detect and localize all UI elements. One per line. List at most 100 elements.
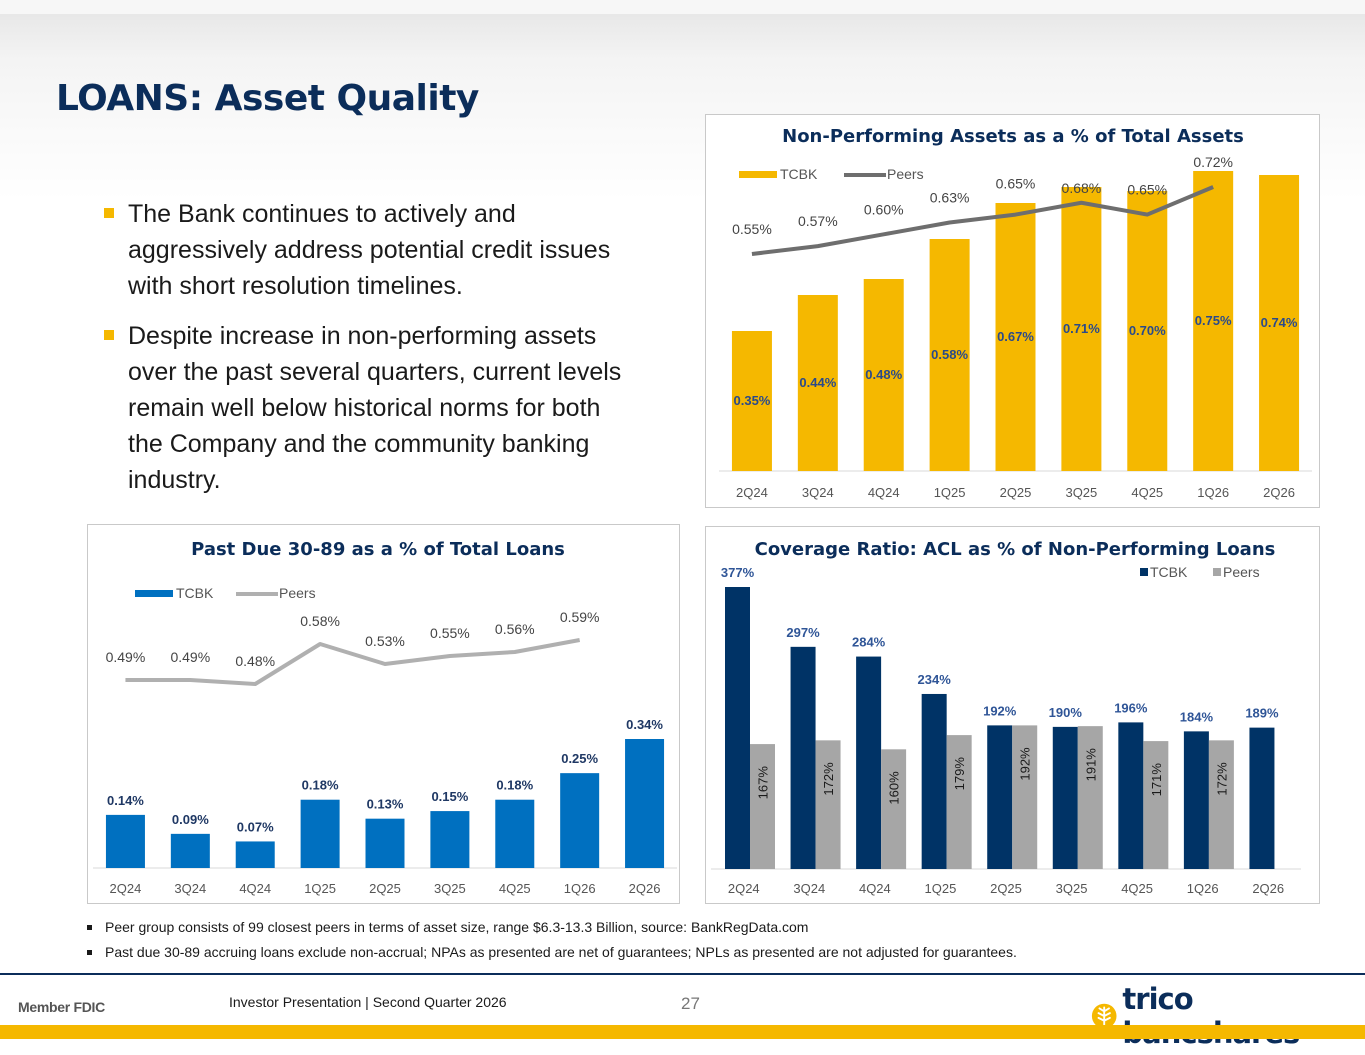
- tcbk-bar: [921, 693, 947, 869]
- tcbk-data-label: 0.34%: [626, 717, 663, 732]
- legend-peers-label: Peers: [1223, 564, 1260, 580]
- x-tick-label: 2Q24: [736, 485, 768, 500]
- tcbk-bar: [1249, 727, 1275, 869]
- peers-data-label: 179%: [952, 757, 967, 791]
- tcbk-bar: [790, 646, 816, 869]
- past-due-chart: Past Due 30-89 as a % of Total Loans TCBK…: [93, 539, 677, 896]
- footnote-text: Past due 30-89 accruing loans exclude no…: [105, 944, 1017, 960]
- tcbk-bar: [929, 239, 970, 471]
- tcbk-data-label: 189%: [1245, 706, 1279, 721]
- x-tick-label: 1Q25: [934, 485, 966, 500]
- peers-data-label: 192%: [1018, 747, 1033, 781]
- peers-data-label: 0.55%: [732, 221, 772, 237]
- peers-bar: [1012, 725, 1038, 869]
- footnote-item: Peer group consists of 99 closest peers …: [87, 915, 1287, 940]
- tcbk-data-label: 0.09%: [172, 812, 209, 827]
- peers-data-label: 0.49%: [170, 649, 210, 665]
- npa-chart-panel: Non-Performing Assets as a % of Total As…: [705, 114, 1320, 508]
- legend-tcbk-swatch: [739, 171, 777, 178]
- peers-data-label: 0.58%: [300, 613, 340, 629]
- footer-divider: [0, 973, 1365, 975]
- peers-data-label: 0.60%: [864, 201, 904, 217]
- peers-data-label: 0.63%: [930, 189, 970, 205]
- legend-peers-swatch: [1213, 568, 1221, 576]
- tcbk-bar: [995, 203, 1036, 471]
- tcbk-data-label: 284%: [852, 635, 886, 650]
- npa-chart: Non-Performing Assets as a % of Total As…: [719, 126, 1312, 500]
- legend-tcbk-label: TCBK: [1150, 564, 1188, 580]
- page-number: 27: [681, 994, 700, 1013]
- peers-data-label: 0.59%: [560, 609, 600, 625]
- company-logo: trico bancshares: [1090, 982, 1365, 1050]
- tcbk-data-label: 0.15%: [431, 789, 468, 804]
- peers-line: [125, 638, 581, 686]
- legend-tcbk-label: TCBK: [780, 166, 818, 182]
- peers-data-label: 0.49%: [106, 649, 146, 665]
- x-tick-label: 4Q25: [499, 881, 531, 896]
- bullet-square-icon: [104, 208, 114, 218]
- peers-bar: [1143, 741, 1169, 869]
- bullet-item: The Bank continues to actively and aggre…: [104, 196, 624, 304]
- peers-data-label: 0.65%: [996, 176, 1036, 192]
- tcbk-bar: [1052, 726, 1078, 869]
- page-title: LOANS: Asset Quality: [56, 78, 479, 119]
- x-tick-label: 2Q25: [369, 881, 401, 896]
- tcbk-bar: [300, 799, 340, 868]
- tcbk-bar: [560, 773, 600, 868]
- x-tick-label: 4Q25: [1121, 881, 1153, 896]
- peers-data-label: 0.55%: [430, 625, 470, 641]
- tcbk-data-label: 0.13%: [367, 797, 404, 812]
- bullet-text: The Bank continues to actively and aggre…: [128, 200, 611, 300]
- tcbk-bar: [430, 811, 470, 868]
- footnotes: Peer group consists of 99 closest peers …: [87, 915, 1287, 965]
- tcbk-bar: [1118, 722, 1144, 869]
- footer-presentation-label: Investor Presentation | Second Quarter 2…: [229, 994, 507, 1010]
- peers-data-label: 191%: [1083, 748, 1098, 782]
- coverage-chart: Coverage Ratio: ACL as % of Non-Performi…: [711, 539, 1301, 896]
- peers-data-label: 0.57%: [798, 213, 838, 229]
- tcbk-bar: [1061, 187, 1102, 471]
- x-tick-label: 1Q25: [304, 881, 336, 896]
- peers-bar: [815, 740, 841, 869]
- x-tick-label: 1Q26: [1197, 485, 1229, 500]
- peers-line: [751, 185, 1214, 256]
- tcbk-data-label: 0.74%: [1261, 315, 1298, 330]
- tcbk-data-label: 0.18%: [302, 778, 339, 793]
- past-due-chart-title: Past Due 30-89 as a % of Total Loans: [191, 539, 565, 560]
- tcbk-bar: [495, 799, 535, 868]
- peers-data-label: 167%: [756, 766, 771, 800]
- legend-tcbk-swatch: [135, 590, 173, 597]
- tcbk-bar: [170, 833, 210, 868]
- tcbk-data-label: 0.35%: [734, 393, 771, 408]
- bottom-accent-bar: [0, 1025, 1365, 1039]
- tcbk-data-label: 0.25%: [561, 751, 598, 766]
- peers-data-label: 0.72%: [1193, 154, 1233, 170]
- peers-data-label: 160%: [887, 771, 902, 805]
- tcbk-bar: [625, 739, 665, 868]
- peers-bar: [881, 749, 907, 869]
- x-tick-label: 2Q26: [1263, 485, 1295, 500]
- tcbk-bar: [987, 725, 1013, 869]
- tcbk-data-label: 377%: [721, 565, 755, 580]
- tcbk-data-label: 0.18%: [496, 778, 533, 793]
- peers-data-label: 0.53%: [365, 633, 405, 649]
- footnote-item: Past due 30-89 accruing loans exclude no…: [87, 940, 1287, 965]
- tcbk-data-label: 0.70%: [1129, 323, 1166, 338]
- x-tick-label: 1Q26: [564, 881, 596, 896]
- x-tick-label: 2Q24: [110, 881, 142, 896]
- tcbk-bar: [856, 656, 882, 869]
- footnote-bullet-icon: [87, 925, 92, 930]
- tcbk-data-label: 192%: [983, 703, 1017, 718]
- logo-text: trico bancshares: [1122, 982, 1300, 1050]
- tcbk-bar: [731, 331, 772, 471]
- tcbk-bar: [365, 818, 405, 868]
- tcbk-data-label: 0.67%: [997, 329, 1034, 344]
- bullet-text: Despite increase in non-performing asset…: [128, 322, 622, 494]
- peers-bar: [946, 735, 972, 869]
- tcbk-data-label: 184%: [1180, 709, 1214, 724]
- x-tick-label: 3Q24: [793, 881, 825, 896]
- footnote-bullet-icon: [87, 950, 92, 955]
- peers-data-label: 0.48%: [235, 653, 275, 669]
- x-tick-label: 1Q26: [1187, 881, 1219, 896]
- x-tick-label: 4Q24: [859, 881, 891, 896]
